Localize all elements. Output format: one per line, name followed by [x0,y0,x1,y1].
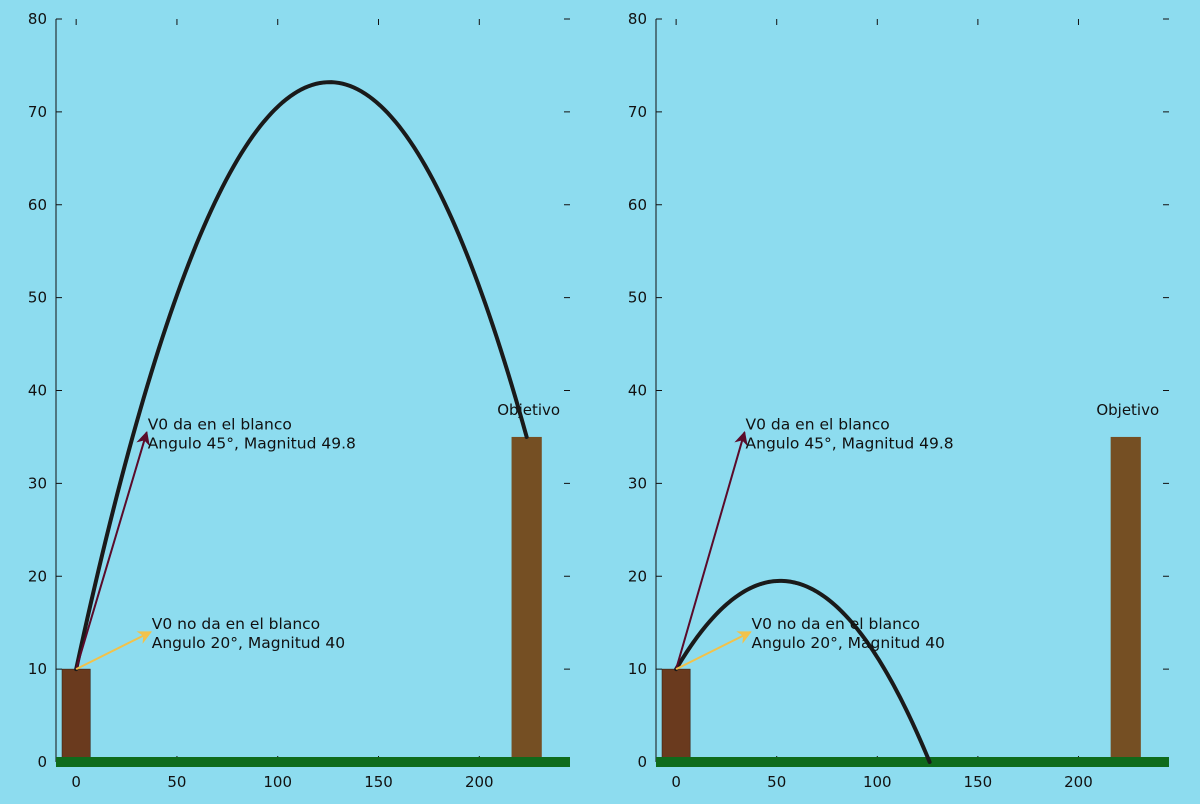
chart-panel-2: 0 10 20 30 40 50 60 70 80 0 50 100 150 200 Objetivo V0 … [628,10,1169,791]
y-tick-label: 0 [637,753,647,771]
trajectory-line [674,578,932,764]
y-tick-label: 0 [37,753,47,771]
target-tower [511,436,542,762]
y-tick-label: 80 [628,10,647,28]
x-tick-label: 150 [364,773,393,791]
y-tick-label: 80 [28,10,47,28]
y-tick-label: 30 [28,474,47,492]
target-tower [1110,436,1141,762]
ground-strip [656,757,1169,767]
x-tick-label: 50 [767,773,786,791]
x-tick-label: 200 [1064,773,1093,791]
ground-strip [56,757,570,767]
y-tick-label: 40 [628,382,647,400]
vector-label-line2-hit: Angulo 45°, Magnitud 49.8 [148,434,356,452]
vector-label-line1-hit: V0 da en el blanco [148,415,292,433]
x-tick-label: 0 [71,773,81,791]
x-tick-label: 100 [863,773,892,791]
velocity-vector-miss [675,631,752,671]
y-tick-label: 20 [28,567,47,585]
y-tick-label: 60 [28,196,47,214]
velocity-vector-miss [75,631,152,671]
vector-label-line1-hit: V0 da en el blanco [746,415,890,433]
y-tick-label: 70 [628,103,647,121]
y-tick-label: 40 [28,382,47,400]
y-tick-label: 50 [628,289,647,307]
launch-tower [61,668,91,763]
y-tick-label: 30 [628,474,647,492]
launch-tower [661,668,691,763]
x-tick-label: 50 [167,773,186,791]
velocity-vector-hit [675,430,748,670]
chart-panel-1: 0 10 20 30 40 50 60 70 80 0 50 100 150 200 Objetivo V0 … [28,10,570,791]
x-tick-label: 100 [263,773,292,791]
y-tick-label: 10 [628,660,647,678]
y-tick-label: 50 [28,289,47,307]
vector-label-line1-miss: V0 no da en el blanco [152,615,320,633]
y-tick-label: 20 [628,567,647,585]
velocity-vector-hit [75,430,150,670]
target-label: Objetivo [497,401,560,419]
x-tick-label: 0 [671,773,681,791]
y-tick-label: 10 [28,660,47,678]
y-tick-label: 60 [628,196,647,214]
target-label: Objetivo [1096,401,1159,419]
vector-label-line1-miss: V0 no da en el blanco [752,615,920,633]
trajectory-line [74,80,529,672]
vector-label-line2-miss: Angulo 20°, Magnitud 40 [752,634,945,652]
y-tick-label: 70 [28,103,47,121]
x-tick-label: 200 [465,773,494,791]
vector-label-line2-miss: Angulo 20°, Magnitud 40 [152,634,345,652]
vector-label-line2-hit: Angulo 45°, Magnitud 49.8 [746,434,954,452]
x-tick-label: 150 [964,773,993,791]
